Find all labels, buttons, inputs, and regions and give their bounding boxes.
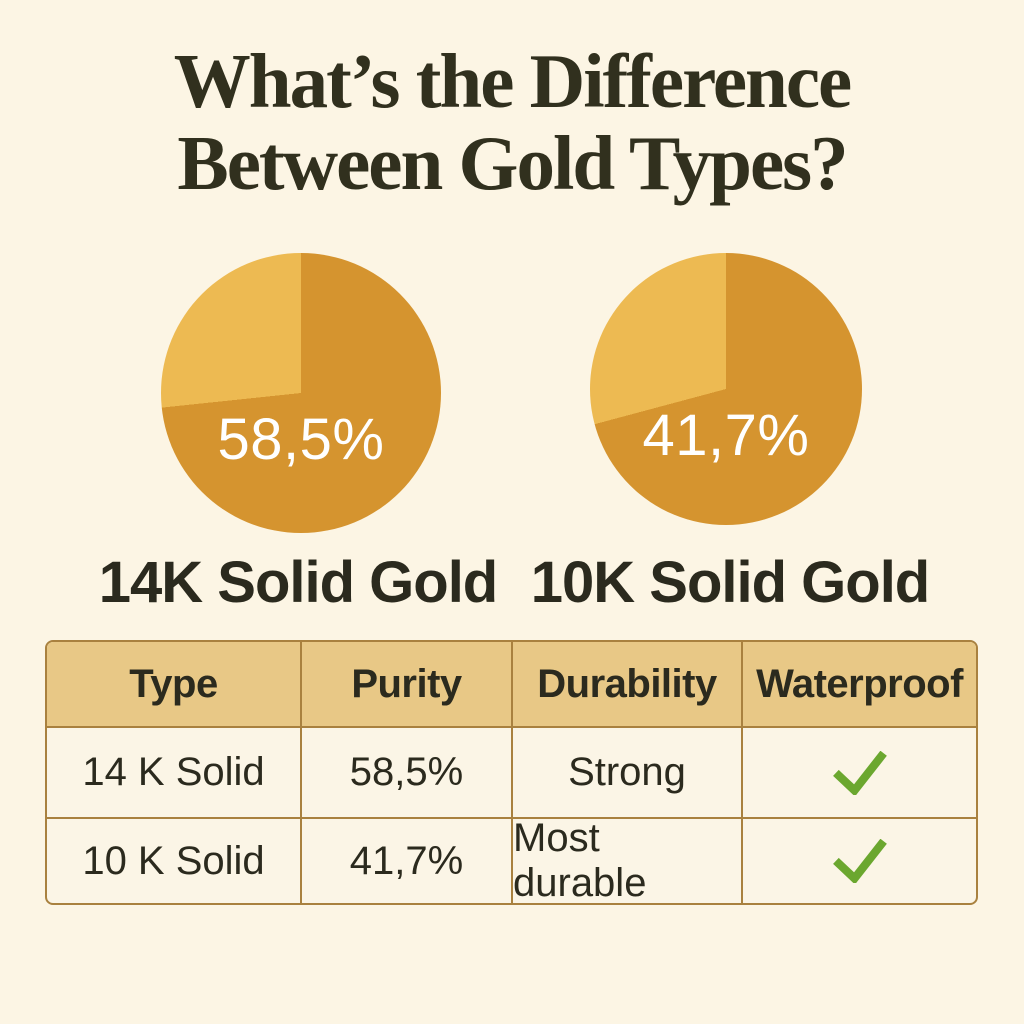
table-cell-purity-10k: 41,7%: [300, 817, 511, 903]
pie-chart-14k-gold: 58,5%: [161, 253, 441, 533]
page-title: What’s the Difference Between Gold Types…: [0, 40, 1024, 204]
table-header-type: Type: [47, 642, 300, 726]
table-cell-type-14k: 14 K Solid: [47, 726, 300, 817]
table-header-durability: Durability: [511, 642, 741, 726]
page-title-line-1: What’s the Difference: [173, 38, 852, 124]
pie-value-label-14k: 58,5%: [217, 407, 385, 472]
table-header-purity: Purity: [300, 642, 511, 726]
checkmark-icon: [832, 750, 887, 795]
pie-caption-10k: 10K Solid Gold: [530, 550, 931, 615]
table-cell-purity-14k: 58,5%: [300, 726, 511, 817]
checkmark-icon: [832, 839, 887, 883]
table-cell-type-10k: 10 K Solid: [47, 817, 300, 903]
table-cell-waterproof-10k: [741, 817, 976, 903]
table-cell-durability-14k: Strong: [511, 726, 741, 817]
pie-value-label-10k: 41,7%: [642, 403, 810, 468]
pie-caption-14k: 14K Solid Gold: [98, 550, 499, 615]
table-cell-waterproof-14k: [741, 726, 976, 817]
comparison-table: Type Purity Durability Waterproof 14 K S…: [45, 640, 978, 905]
pie-chart-10k-gold: 41,7%: [590, 253, 862, 525]
table-cell-durability-10k: Most durable: [511, 816, 741, 903]
page-title-line-2: Between Gold Types?: [177, 120, 848, 206]
table-header-waterproof: Waterproof: [741, 642, 976, 726]
